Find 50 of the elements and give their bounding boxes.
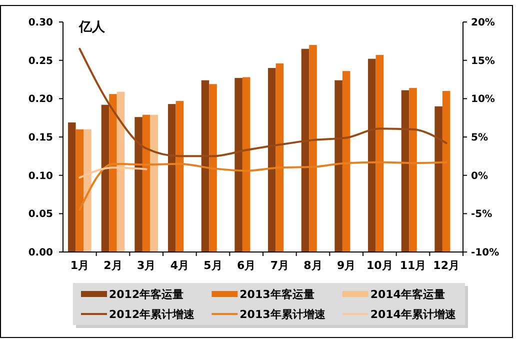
bar (276, 63, 284, 252)
x-tick-label: 10月 (366, 259, 393, 272)
bar (242, 77, 250, 252)
legend-label: 2013年客运量 (240, 288, 314, 301)
x-tick-label: 4月 (170, 259, 189, 272)
y2-tick-label: 20% (471, 18, 495, 28)
bar (409, 88, 417, 252)
bar (342, 71, 350, 252)
bar (150, 114, 158, 252)
bar (116, 92, 125, 252)
x-tick-label: 9月 (337, 259, 356, 272)
x-tick-label: 8月 (304, 259, 322, 272)
y2-tick-label: 10% (471, 94, 495, 106)
y2-tick-label: 5% (471, 132, 488, 144)
y-axis-title: 亿人 (78, 20, 106, 35)
x-tick-label: 7月 (270, 259, 289, 272)
y-tick-label: 0.25 (28, 56, 54, 67)
legend-label: 2014年客运量 (370, 288, 445, 301)
y2-tick-label: 0% (471, 170, 488, 182)
line-series (78, 161, 448, 211)
bar (109, 94, 117, 252)
legend-label: 2013年累计增速 (240, 308, 326, 321)
y-tick-label: 0.30 (28, 18, 54, 28)
y-tick-label: 0.15 (28, 132, 54, 144)
x-tick-label: 3月 (137, 259, 156, 272)
x-tick-label: 12月 (433, 259, 460, 272)
y2-tick-label: 15% (471, 56, 495, 67)
bar (209, 84, 217, 252)
legend-label: 2012年客运量 (109, 288, 184, 301)
bar (142, 114, 150, 252)
bar (309, 45, 317, 252)
y2-tick-label: -10% (471, 248, 500, 258)
y-tick-label: 0.00 (28, 248, 54, 258)
bar (442, 91, 450, 252)
legend-label: 2012年累计增速 (109, 308, 196, 321)
bar (84, 129, 92, 252)
x-tick-label: 11月 (400, 259, 426, 272)
legend-label: 2014年累计增速 (370, 308, 457, 321)
y-tick-label: 0.10 (28, 170, 54, 182)
x-tick-label: 5月 (204, 259, 222, 272)
x-tick-label: 2月 (104, 259, 122, 272)
bar (376, 54, 384, 252)
bar (68, 122, 76, 252)
y2-tick-label: -5% (471, 209, 492, 220)
y-tick-label: 0.05 (28, 209, 54, 220)
y-tick-label: 0.20 (28, 94, 54, 106)
x-tick-label: 6月 (237, 259, 256, 272)
bar (76, 129, 84, 252)
x-tick-label: 1月 (70, 259, 89, 272)
bar (176, 100, 184, 252)
